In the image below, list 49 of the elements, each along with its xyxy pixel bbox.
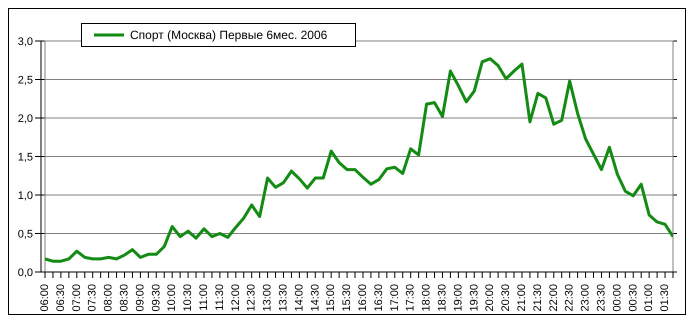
x-tick-label: 07:30 xyxy=(86,284,99,312)
y-tick-label: 2,5 xyxy=(18,74,33,86)
y-tick-label: 3,0 xyxy=(18,36,33,48)
x-tick-label: 01:00 xyxy=(643,284,656,312)
x-tick-label: 20:30 xyxy=(500,284,512,312)
x-tick-label: 21:00 xyxy=(516,284,528,312)
legend-label: Спорт (Москва) Первые 6мес. 2006 xyxy=(130,28,328,42)
x-tick-label: 23:30 xyxy=(595,284,608,312)
x-tick-label: 23:00 xyxy=(580,284,592,312)
y-tick-label: 2,0 xyxy=(18,112,33,125)
x-tick-label: 13:00 xyxy=(262,284,274,312)
x-tick-label: 19:00 xyxy=(452,284,464,312)
x-tick-label: 11:30 xyxy=(214,284,226,311)
x-tick-label: 06:00 xyxy=(39,284,51,312)
x-tick-label: 14:00 xyxy=(293,284,306,312)
x-tick-label: 10:30 xyxy=(182,284,194,312)
x-tick-label: 00:30 xyxy=(627,284,640,312)
line-series xyxy=(45,57,673,263)
x-tick-label: 09:30 xyxy=(150,284,162,312)
x-tick-label: 13:30 xyxy=(277,284,290,312)
x-tick-label: 18:00 xyxy=(420,284,433,312)
x-tick-label: 11:00 xyxy=(198,284,210,311)
y-tick-label: 1,0 xyxy=(18,190,33,202)
x-tick-label: 18:30 xyxy=(436,284,448,312)
x-tick-label: 16:30 xyxy=(372,284,385,312)
x-tick-label: 14:30 xyxy=(309,284,322,312)
x-tick-label: 08:30 xyxy=(118,284,130,312)
x-tick-label: 17:30 xyxy=(404,284,417,312)
x-tick-label: 00:00 xyxy=(611,284,624,312)
x-tick-label: 20:00 xyxy=(484,284,496,312)
x-tick-label: 15:30 xyxy=(341,284,354,312)
x-tick-label: 21:30 xyxy=(532,284,544,312)
x-tick-label: 07:00 xyxy=(70,284,83,312)
y-tick-label: 0,0 xyxy=(18,266,33,279)
x-tick-label: 09:00 xyxy=(134,284,146,312)
x-tick-label: 01:30 xyxy=(659,284,672,312)
x-tick-label: 15:00 xyxy=(325,284,338,312)
x-tick-label: 06:30 xyxy=(54,284,67,312)
x-tick-label: 16:00 xyxy=(356,284,369,312)
x-tick-label: 22:30 xyxy=(564,284,576,312)
x-tick-label: 10:00 xyxy=(166,284,178,312)
y-tick-label: 1,5 xyxy=(18,151,33,164)
x-tick-label: 19:30 xyxy=(468,284,480,312)
y-tick-label: 0,5 xyxy=(18,228,33,240)
x-tick-label: 17:00 xyxy=(388,284,401,312)
x-tick-label: 12:00 xyxy=(230,284,242,312)
x-tick-label: 22:00 xyxy=(548,284,560,312)
x-tick-label: 08:00 xyxy=(102,284,115,312)
x-tick-label: 12:30 xyxy=(246,284,258,312)
